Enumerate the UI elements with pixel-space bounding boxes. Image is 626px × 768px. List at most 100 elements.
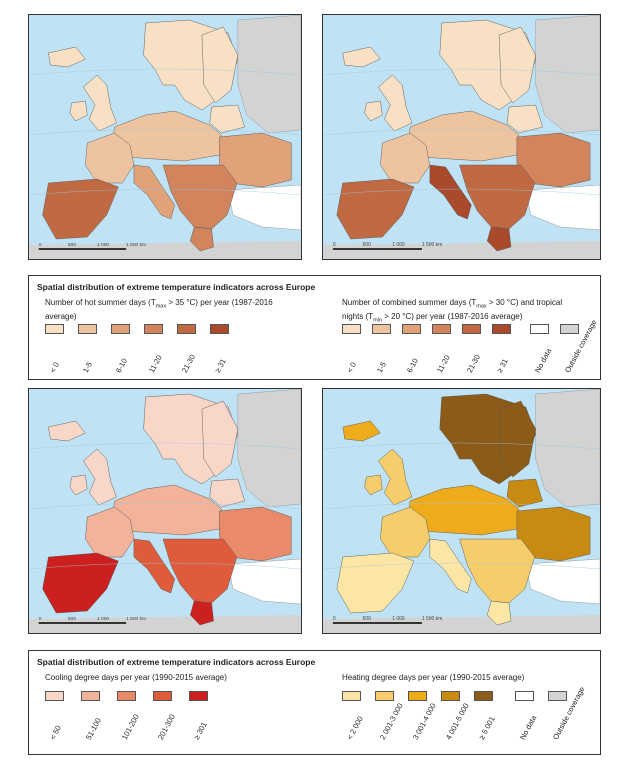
legend-swatch (462, 324, 481, 334)
region-france (85, 132, 135, 184)
region-ireland (364, 100, 383, 122)
scale-label: 0 (39, 616, 42, 622)
region-finland (498, 400, 536, 478)
region-baltic (506, 478, 543, 508)
legend-swatch (408, 691, 427, 701)
legend-swatch (144, 324, 163, 334)
scale-bar: 0 500 1 000 1 500 km (332, 242, 442, 250)
graticule-line (29, 442, 301, 450)
scale-label: 0 (333, 616, 336, 622)
north-africa-outside-coverage (29, 241, 301, 259)
russia-outside-coverage (237, 15, 301, 134)
turkey-no-data (525, 184, 600, 231)
graticule-line (323, 188, 600, 196)
legend-swatch (111, 324, 130, 334)
map-combined-summer-tropical: 0 500 1 000 1 500 km (322, 14, 601, 260)
legend-swatch (441, 691, 460, 701)
legend-swatch (372, 324, 391, 334)
legend-swatch (45, 324, 64, 334)
region-baltic (209, 104, 245, 134)
legend-label: < 0 (345, 360, 358, 375)
legend-label: < 50 (48, 723, 63, 742)
north-africa-outside-coverage (323, 615, 600, 633)
legend-label: No data (532, 346, 553, 375)
map-cooling-degree-days: 0 500 1 000 1 500 km (28, 388, 302, 634)
region-greece-south (190, 600, 214, 626)
legend-label: ≥ 31 (213, 357, 228, 375)
legend-cooling-subtitle: Cooling degree days per year (1990-2015 … (45, 673, 227, 682)
scale-bar: 0 500 1 000 1 500 km (38, 616, 146, 624)
scale-label: 500 (363, 616, 371, 622)
graticule-line (29, 128, 301, 136)
graticule-line (323, 502, 600, 510)
russia-outside-coverage (237, 389, 301, 508)
region-france (85, 506, 135, 558)
scale-bar: 0 500 1 000 1 500 km (332, 616, 442, 624)
region-greece-south (190, 226, 214, 252)
region-italy (429, 538, 472, 594)
region-uk (378, 448, 413, 506)
region-finland (498, 26, 536, 104)
scale-label: 1 500 km (126, 616, 146, 622)
region-ireland (69, 100, 88, 122)
legend-label: 1-5 (375, 360, 389, 375)
scale-bar: 0 500 1 000 1 500 km (38, 242, 146, 250)
region-iberia (42, 552, 119, 614)
legend-swatch (81, 691, 100, 701)
region-iceland (48, 420, 86, 442)
europe-map: 0 500 1 000 1 500 km (29, 389, 301, 633)
region-france (380, 506, 431, 558)
map-heating-degree-days: 0 500 1 000 1 500 km (322, 388, 601, 634)
legend-top: Spatial distribution of extreme temperat… (28, 275, 601, 380)
legend-swatch (78, 324, 97, 334)
legend-swatch (529, 324, 549, 334)
region-iberia (336, 552, 415, 614)
region-italy (133, 164, 175, 220)
legend-swatch (189, 691, 208, 701)
russia-outside-coverage (535, 15, 600, 134)
scale-label: 1 000 (392, 616, 405, 622)
legend-swatch (117, 691, 136, 701)
scale-label: 500 (363, 242, 371, 248)
legend-swatch (375, 691, 394, 701)
region-finland (201, 400, 239, 478)
scale-label: 1 500 km (422, 616, 442, 622)
legend-label: ≥ 301 (192, 720, 209, 742)
legend-swatch (45, 691, 64, 701)
legend-swatch (548, 691, 568, 701)
graticule-line (29, 502, 301, 510)
legend-swatch (515, 691, 535, 701)
region-greece-south (486, 226, 512, 252)
map-hot-summer-days: 0 500 1 000 1 500 km (28, 14, 302, 260)
europe-map: 0 500 1 000 1 500 km (323, 389, 600, 633)
europe-map: 0 500 1 000 1 500 km (29, 15, 301, 259)
legend-swatch (402, 324, 421, 334)
scale-label: 1 000 (97, 616, 109, 622)
legend-bottom-title: Spatial distribution of extreme temperat… (37, 657, 316, 667)
legend-swatch (432, 324, 451, 334)
legend-swatch (492, 324, 511, 334)
region-uk (83, 448, 117, 506)
turkey-no-data (227, 184, 301, 231)
region-iberia (42, 178, 119, 240)
legend-label: < 0 (48, 360, 61, 375)
region-iceland (342, 420, 381, 442)
scale-label: 1 000 (392, 242, 405, 248)
legend-label: ≥ 5 001 (477, 714, 497, 742)
turkey-no-data (525, 558, 600, 605)
legend-label: 1-5 (81, 360, 95, 375)
russia-outside-coverage (535, 389, 600, 508)
legend-label: 21-30 (180, 353, 197, 375)
legend-swatch (153, 691, 172, 701)
legend-label: 2 001-3 000 (378, 701, 405, 742)
legend-label: 4 001-5 000 (444, 701, 471, 742)
region-uk (378, 74, 413, 132)
graticule-line (323, 68, 600, 76)
legend-label: 201-300 (156, 712, 177, 742)
region-iceland (48, 46, 86, 68)
legend-swatch (177, 324, 196, 334)
region-ireland (364, 474, 383, 496)
scale-label: 1 500 km (126, 242, 146, 248)
legend-label: 101-200 (120, 712, 141, 742)
scale-label: 1 500 km (422, 242, 442, 248)
